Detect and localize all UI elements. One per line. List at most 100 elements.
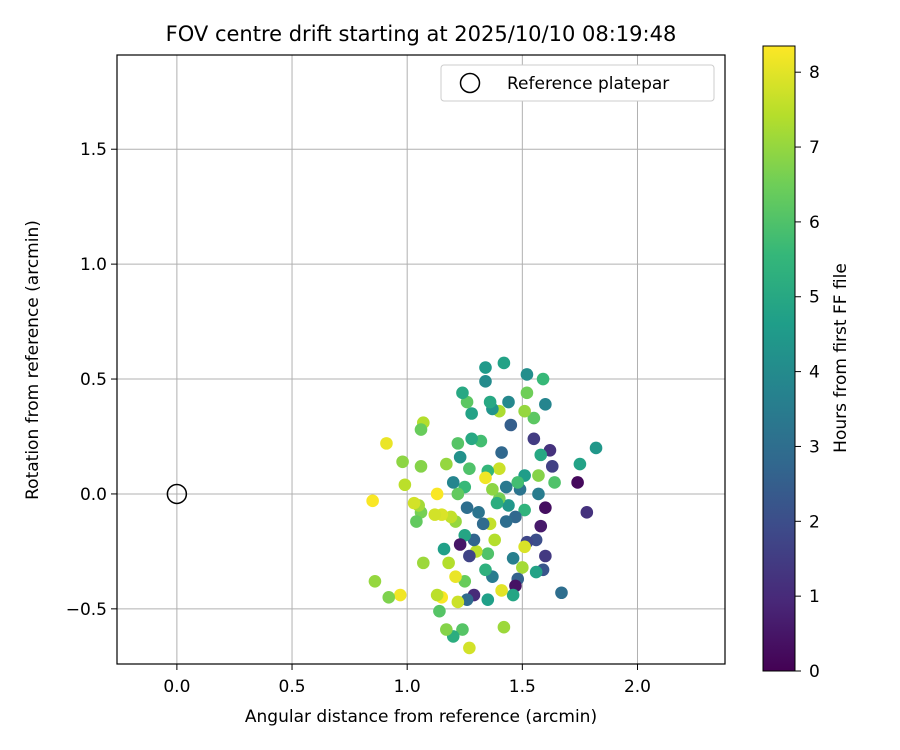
y-axis-label: Rotation from reference (arcmin): [23, 220, 43, 500]
data-point: [499, 515, 513, 528]
x-axis-ticks: 0.0 0.5 1.0 1.5 2.0: [163, 664, 651, 697]
data-point: [527, 411, 541, 425]
data-point: [532, 487, 545, 501]
data-point: [483, 395, 497, 409]
data-point: [453, 538, 467, 551]
data-point: [479, 471, 492, 485]
data-point: [548, 476, 561, 489]
data-point: [481, 547, 495, 560]
data-point: [488, 533, 501, 547]
data-point: [460, 501, 474, 515]
data-point: [476, 517, 490, 531]
colorbar-tick-label: 4: [809, 363, 820, 383]
data-point: [368, 574, 382, 588]
colorbar-tick-label: 0: [809, 662, 820, 682]
y-tick-label: 0.0: [80, 485, 107, 505]
data-point: [539, 398, 552, 411]
data-point: [497, 356, 511, 370]
data-point: [571, 476, 584, 489]
data-point: [502, 499, 515, 512]
data-point: [518, 503, 531, 517]
data-point: [506, 588, 520, 602]
data-point: [442, 556, 455, 570]
colorbar-tick-label: 7: [809, 138, 820, 158]
data-point: [511, 476, 525, 489]
plot-background: [117, 55, 725, 664]
data-point: [430, 588, 444, 602]
data-point: [451, 487, 465, 501]
data-point: [396, 455, 409, 469]
data-point: [539, 549, 552, 563]
y-tick-label: −0.5: [66, 600, 107, 620]
data-point: [440, 623, 453, 636]
data-point: [414, 460, 428, 473]
data-point: [490, 496, 504, 510]
legend-entry-reference-platepar: Reference platepar: [507, 74, 669, 94]
chart-title: FOV centre drift starting at 2025/10/10 …: [166, 22, 677, 46]
grid-lines: [117, 55, 725, 664]
data-point: [495, 446, 508, 459]
data-point: [451, 437, 465, 450]
data-point: [449, 570, 462, 583]
colorbar: 0 1 2 3 4 5 6 7 8 Hours from first FF file: [762, 45, 851, 682]
data-point: [366, 494, 379, 508]
data-point: [580, 506, 594, 519]
data-point: [446, 476, 460, 489]
data-point: [430, 487, 444, 501]
legend-reference-marker-icon: [459, 72, 481, 94]
data-point: [532, 469, 545, 482]
data-point: [428, 508, 442, 521]
data-point: [493, 462, 506, 475]
data-point: [380, 437, 393, 450]
data-point: [502, 395, 515, 409]
data-point: [534, 519, 548, 533]
data-point: [518, 540, 531, 554]
data-point: [417, 556, 430, 570]
data-point: [472, 506, 485, 519]
data-point: [506, 551, 520, 565]
data-point: [433, 604, 446, 618]
data-point: [414, 423, 428, 436]
data-point: [453, 450, 467, 464]
y-axis-ticks: −0.5 0.0 0.5 1.0 1.5: [66, 140, 117, 620]
data-point: [527, 432, 541, 446]
data-point: [479, 375, 492, 388]
legend-box: [440, 64, 715, 102]
data-point: [437, 542, 451, 556]
reference-platepar-marker: [166, 483, 188, 505]
data-point: [516, 561, 529, 574]
data-point: [529, 565, 543, 579]
data-point: [545, 460, 559, 473]
colorbar-tick-label: 6: [809, 213, 820, 233]
x-tick-label: 1.0: [394, 677, 421, 697]
colorbar-fill: [762, 45, 796, 672]
x-tick-label: 0.0: [163, 677, 190, 697]
colorbar-tick-label: 5: [809, 288, 820, 308]
data-points: [366, 356, 603, 655]
data-point: [451, 595, 465, 609]
data-point: [465, 407, 478, 420]
data-point: [573, 457, 587, 471]
data-point: [479, 361, 492, 374]
colorbar-tick-label: 8: [809, 63, 820, 83]
y-tick-label: 1.0: [80, 255, 107, 275]
x-axis-label: Angular distance from reference (arcmin): [245, 707, 597, 727]
data-point: [486, 483, 499, 496]
data-point: [382, 591, 396, 604]
data-point: [589, 441, 603, 455]
data-point: [456, 623, 469, 636]
data-point: [536, 372, 550, 386]
data-point: [504, 418, 518, 432]
x-tick-label: 1.5: [509, 677, 536, 697]
data-point: [539, 501, 552, 515]
colorbar-ticks: 0 1 2 3 4 5 6 7 8: [795, 63, 820, 682]
y-tick-label: 0.5: [80, 370, 107, 390]
x-tick-label: 2.0: [624, 677, 651, 697]
data-point: [481, 593, 495, 606]
data-point: [518, 404, 531, 418]
colorbar-label: Hours from first FF file: [831, 263, 851, 453]
colorbar-tick-label: 3: [809, 437, 820, 457]
data-point: [440, 457, 453, 471]
data-point: [463, 462, 476, 475]
